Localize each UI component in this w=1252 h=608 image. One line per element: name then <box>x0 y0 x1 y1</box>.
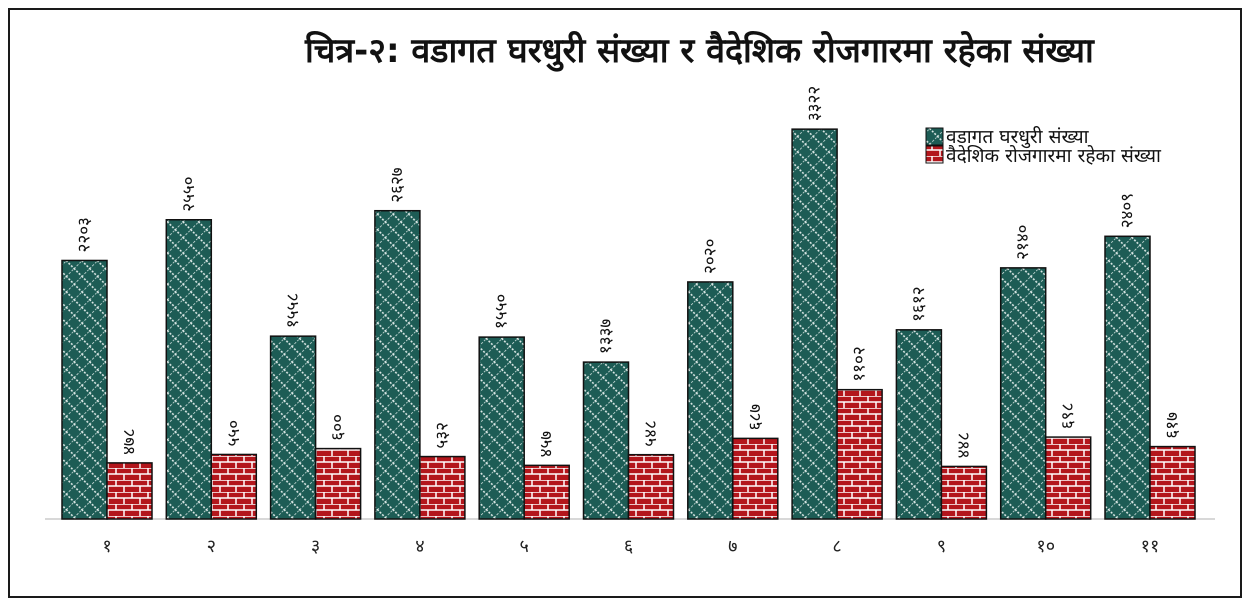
label-households-3: १५५८ <box>283 293 303 328</box>
bar-foreign-employment-6 <box>627 453 675 520</box>
bar-foreign-employment-10 <box>1044 436 1092 520</box>
label-foreign-employment-4: ५३२ <box>432 422 452 449</box>
label-foreign-employment-7: ६८७ <box>745 404 765 431</box>
data-labels-group: २२०३ ४७८ २५५० ५५० १५५८ ६०० २६२७ ५३२ १५५० ४५७ १३३७ ५… <box>75 86 1183 459</box>
x-tick-labels-group: १ २ ३ ४ ५ ६ ७ ८ ९ १० ११ <box>102 536 1159 557</box>
bar-foreign-employment-4 <box>419 455 466 520</box>
x-tick-label-8: ८ <box>832 536 841 557</box>
x-tick-label-3: ३ <box>311 536 320 557</box>
label-foreign-employment-11: ६१७ <box>1163 412 1183 439</box>
label-foreign-employment-8: ११०२ <box>850 346 870 381</box>
x-tick-label-5: ५ <box>520 536 529 557</box>
legend-label-households: वडागत घरधुरी संख्या <box>946 125 1090 149</box>
bar-foreign-employment-7 <box>732 437 779 520</box>
label-foreign-employment-3: ६०० <box>328 414 348 441</box>
x-tick-label-4: ४ <box>415 536 424 557</box>
legend-swatch-foreign-employment <box>925 145 944 164</box>
label-households-7: २०२० <box>700 239 720 274</box>
legend-label-foreign-employment: वैदेशिक रोजगारमा रहेका संख्या <box>946 144 1162 167</box>
label-households-5: १५५० <box>492 294 512 329</box>
x-tick-label-1: १ <box>102 536 111 557</box>
bar-foreign-employment-3 <box>314 447 362 520</box>
bar-households-2 <box>165 219 213 520</box>
bar-households-6 <box>582 361 630 520</box>
legend-swatch-households <box>925 127 944 146</box>
label-foreign-employment-1: ४७८ <box>120 428 140 455</box>
bars-group <box>61 128 1196 520</box>
bar-foreign-employment-11 <box>1149 445 1196 520</box>
x-tick-label-6: ६ <box>624 536 633 557</box>
bar-households-3 <box>269 335 317 520</box>
x-tick-label-9: ९ <box>937 536 946 557</box>
x-tick-label-7: ७ <box>728 536 737 557</box>
legend: वडागत घरधुरी संख्या वैदेशिक रोजगारमा रहे… <box>925 125 1162 167</box>
bar-foreign-employment-8 <box>836 388 883 520</box>
bar-foreign-employment-5 <box>523 464 570 520</box>
bar-households-11 <box>1104 235 1151 520</box>
label-households-10: २१४० <box>1013 224 1033 259</box>
label-households-8: ३३२२ <box>805 86 825 121</box>
bar-foreign-employment-2 <box>210 453 258 520</box>
bar-households-9 <box>895 329 943 520</box>
label-foreign-employment-2: ५५० <box>224 420 244 447</box>
label-foreign-employment-9: ४४८ <box>954 432 974 459</box>
label-households-6: १३३७ <box>596 319 616 355</box>
label-foreign-employment-5: ४५७ <box>537 431 557 458</box>
bar-households-5 <box>478 336 525 520</box>
bar-households-1 <box>61 259 108 520</box>
bar-foreign-employment-9 <box>940 465 988 520</box>
x-tick-label-11: ११ <box>1141 536 1160 557</box>
x-tick-label-10: १० <box>1036 536 1055 557</box>
label-households-1: २२०३ <box>75 217 95 252</box>
bar-households-10 <box>999 267 1047 520</box>
bar-foreign-employment-1 <box>106 462 153 520</box>
x-tick-label-2: २ <box>207 536 216 557</box>
bar-households-4 <box>374 209 421 520</box>
bar-households-7 <box>687 281 734 520</box>
label-foreign-employment-10: ६९८ <box>1058 403 1078 430</box>
label-households-9: १६१२ <box>909 286 929 321</box>
label-households-2: २५५० <box>179 176 199 211</box>
label-households-11: २४०९ <box>1118 193 1138 228</box>
label-households-4: २६२७ <box>387 167 407 203</box>
label-foreign-employment-6: ५४८ <box>641 420 661 447</box>
chart-title: चित्र-२: वडागत घरधुरी संख्या र वैदेशिक र… <box>304 30 1095 72</box>
bar-households-8 <box>791 128 838 520</box>
